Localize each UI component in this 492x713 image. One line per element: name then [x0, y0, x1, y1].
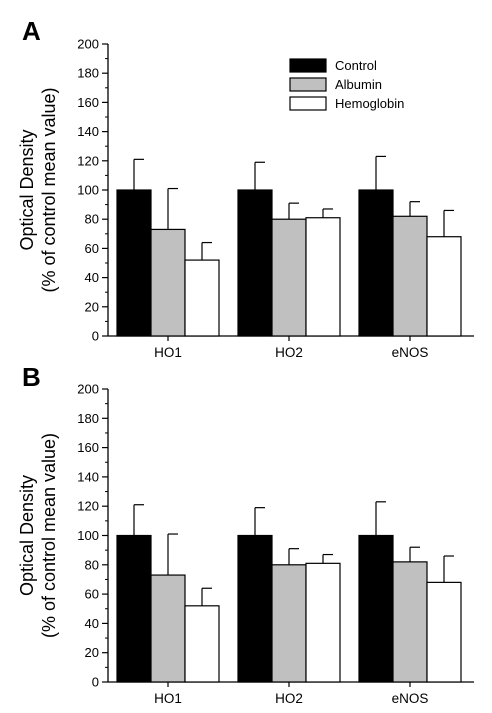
y-axis-label-line2: (% of control mean value)	[39, 87, 59, 292]
bar-hemoglobin-ho2	[305, 562, 341, 683]
y-tick-label: 180	[77, 411, 99, 426]
bar-hemoglobin-enos	[426, 581, 462, 683]
panel-letter: A	[22, 16, 41, 46]
legend-label-albumin: Albumin	[335, 77, 382, 92]
chart-panel-b: B 0 20 40 60 80 100 120 140 160 180 200 Optical Dens…	[17, 362, 474, 706]
y-tick-label: 160	[77, 440, 99, 455]
bar-albumin-ho1	[150, 574, 186, 683]
legend: Control Albumin Hemoglobin	[289, 58, 404, 111]
x-tick-label-enos: eNOS	[392, 345, 429, 360]
bar-hemoglobin-ho2	[305, 217, 341, 337]
x-tick-label-ho2: HO2	[275, 345, 303, 360]
y-tick-label: 60	[85, 587, 99, 602]
chart-panel-a: A 0 20 40 60 80 100 120 140 160 180 200 Optical Dens…	[17, 16, 474, 360]
y-tick-label: 120	[77, 153, 99, 168]
bar-control-enos	[358, 189, 394, 337]
x-tick-label-ho1: HO1	[154, 691, 182, 706]
y-tick-label: 40	[85, 616, 99, 631]
y-tick-label: 60	[85, 241, 99, 256]
y-tick-label: 140	[77, 124, 99, 139]
bar-albumin-enos	[392, 561, 428, 683]
x-tick-label-ho2: HO2	[275, 691, 303, 706]
y-axis-label-line2: (% of control mean value)	[39, 433, 59, 638]
bar-control-ho2	[237, 189, 273, 337]
legend-swatch-hemoglobin	[289, 96, 327, 111]
bar-control-ho1	[116, 534, 152, 683]
bar-albumin-enos	[392, 215, 428, 337]
bar-hemoglobin-ho1	[184, 605, 220, 683]
y-tick-label: 0	[92, 329, 99, 344]
y-axis-label-line1: Optical Density	[17, 475, 37, 596]
bar-hemoglobin-ho1	[184, 259, 220, 337]
y-tick-label: 40	[85, 270, 99, 285]
y-tick-label: 120	[77, 499, 99, 514]
bar-albumin-ho2	[271, 218, 307, 337]
legend-label-hemoglobin: Hemoglobin	[335, 96, 404, 111]
x-tick-label-ho1: HO1	[154, 345, 182, 360]
y-tick-label: 100	[77, 528, 99, 543]
y-tick-label: 20	[85, 645, 99, 660]
bar-control-enos	[358, 534, 394, 683]
y-tick-label: 20	[85, 299, 99, 314]
panel-letter: B	[22, 362, 41, 392]
y-tick-label: 200	[77, 37, 99, 52]
y-axis-label: Optical Density (% of control mean value)	[17, 433, 59, 638]
y-tick-label: 180	[77, 66, 99, 81]
y-tick-label: 100	[77, 183, 99, 198]
y-axis-label: Optical Density (% of control mean value)	[17, 87, 59, 292]
bar-control-ho2	[237, 534, 273, 683]
y-tick-label: 80	[85, 212, 99, 227]
y-tick-label: 140	[77, 469, 99, 484]
legend-swatch-control	[289, 58, 327, 73]
y-tick-label: 160	[77, 95, 99, 110]
x-tick-label-enos: eNOS	[392, 691, 429, 706]
bar-albumin-ho1	[150, 228, 186, 337]
y-tick-label: 200	[77, 382, 99, 397]
y-tick-label: 80	[85, 557, 99, 572]
legend-swatch-albumin	[289, 77, 327, 92]
bar-albumin-ho2	[271, 564, 307, 683]
bar-hemoglobin-enos	[426, 236, 462, 337]
bar-control-ho1	[116, 189, 152, 337]
y-axis-label-line1: Optical Density	[17, 129, 37, 250]
y-tick-label: 0	[92, 675, 99, 690]
legend-label-control: Control	[335, 58, 377, 73]
